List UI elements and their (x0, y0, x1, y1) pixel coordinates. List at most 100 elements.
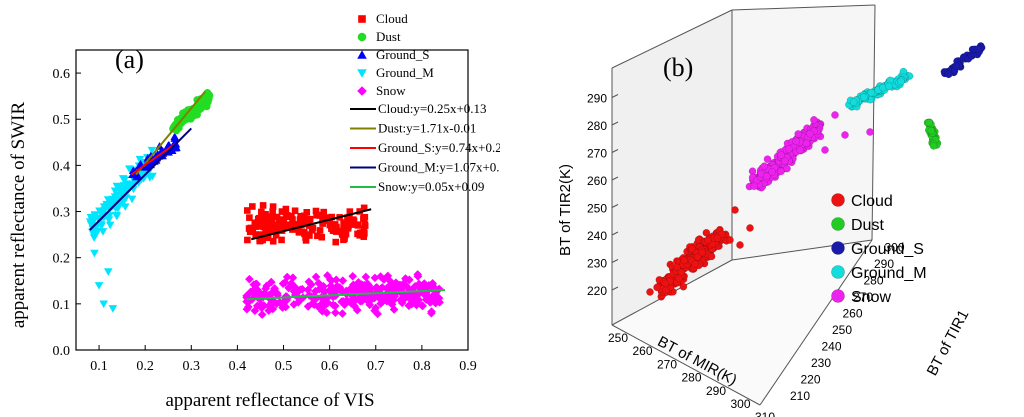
x-tick-label: 270 (657, 357, 677, 371)
data-point-snow (821, 146, 829, 154)
data-point-dust (171, 121, 180, 129)
data-point-cloud (297, 212, 304, 220)
data-point-cloud (313, 211, 320, 219)
data-point-ground_m (105, 221, 115, 230)
data-point-snow (378, 297, 387, 307)
data-point-snow (330, 301, 340, 311)
data-point-cloud (301, 230, 308, 238)
chart-b-ylabel: BT of TIR1 (924, 307, 973, 379)
data-point-cloud (731, 206, 739, 214)
data-point-cloud (653, 283, 661, 292)
data-point-dust (927, 126, 936, 135)
data-point-snow (763, 155, 772, 164)
legend-marker-cloud (358, 15, 366, 23)
data-point-snow (412, 300, 421, 310)
z-tick-mark (611, 259, 619, 263)
legend-label: Ground_S (376, 47, 429, 62)
data-point-snow (352, 305, 362, 315)
data-point-snow (414, 295, 423, 305)
data-point-cloud (314, 232, 321, 240)
data-point-cloud (346, 208, 354, 215)
legend-label: Cloud (376, 11, 408, 26)
data-point-ground_m (114, 184, 123, 192)
z-tick-label: 280 (587, 119, 607, 133)
data-point-snow (244, 302, 253, 312)
data-point-cloud (287, 221, 294, 229)
data-point-snow (768, 168, 776, 176)
data-point-cloud (679, 282, 688, 291)
legend-label: Snow (376, 83, 406, 98)
data-point-cloud (359, 229, 366, 236)
x-tick-label: 0.3 (183, 359, 201, 374)
data-point-snow (785, 145, 793, 153)
z-tick-label: 230 (587, 257, 607, 271)
data-point-snow (419, 279, 429, 288)
data-point-cloud (331, 221, 339, 228)
data-point-snow (266, 277, 276, 287)
data-point-cloud (306, 215, 314, 223)
data-point-ground_m (96, 221, 106, 229)
data-point-ground_s (171, 143, 180, 152)
data-point-cloud (736, 241, 744, 249)
legend-line-label: Cloud:y=0.25x+0.13 (378, 101, 487, 116)
x-tick-label: 280 (681, 371, 701, 385)
data-point-cloud (249, 203, 256, 210)
legend-marker-ground_m (831, 265, 845, 279)
axis-edge (759, 239, 873, 406)
data-point-snow (322, 308, 332, 317)
data-point-cloud (698, 248, 706, 257)
data-point-cloud (673, 263, 681, 272)
data-point-cloud (265, 216, 272, 223)
y-tick-label: 210 (790, 389, 810, 403)
data-point-cloud (707, 252, 716, 261)
chart-a-axes: 0.1 0.2 0.3 0.4 0.5 0.6 0.7 0.8 0.9 0.0 0.1 0.2 0.3 0… (53, 49, 477, 374)
data-point-snow (428, 279, 437, 289)
data-point-snow (255, 288, 265, 298)
data-point-ground_m (127, 195, 137, 204)
data-point-cloud (260, 212, 268, 220)
data-point-snow (258, 302, 267, 312)
data-point-snow (379, 275, 389, 284)
data-point-cloud (360, 233, 368, 240)
data-point-snow (750, 182, 758, 191)
data-point-ground_m (859, 93, 868, 102)
data-point-snow (810, 116, 818, 124)
data-point-dust (176, 115, 184, 124)
y-tick-label: 0.1 (53, 298, 71, 313)
x-tick-label: 300 (730, 397, 750, 411)
data-point-dust (929, 142, 938, 150)
y-tick-label: 0.5 (53, 113, 71, 128)
chart-a: 0.1 0.2 0.3 0.4 0.5 0.6 0.7 0.8 0.9 0.0 0.1 0.2 0.3 0… (8, 11, 500, 411)
y-tick-label: 250 (832, 323, 852, 337)
data-point-ground_m (885, 82, 893, 91)
data-point-snow (405, 275, 414, 285)
data-point-snow (777, 151, 785, 160)
data-point-ground_m (94, 282, 104, 290)
legend-line-label: Dust:y=1.71x-0.01 (378, 121, 476, 136)
data-point-ground_s (170, 132, 179, 141)
data-point-snow (387, 300, 397, 309)
x-tick-label: 0.7 (367, 359, 385, 374)
data-point-snow (311, 286, 320, 296)
data-point-snow (792, 137, 801, 146)
data-point-dust (205, 91, 214, 100)
legend-label: Dust (851, 217, 884, 234)
data-point-cloud (295, 229, 303, 236)
chart-a-fit-lines (89, 90, 445, 301)
data-point-snow (293, 287, 303, 297)
data-point-ground_m (120, 203, 130, 211)
chart-b-points (646, 42, 986, 301)
data-point-cloud (301, 212, 308, 220)
data-point-snow (289, 287, 299, 296)
data-point-snow (397, 298, 407, 308)
data-point-snow (413, 270, 422, 279)
data-point-cloud (662, 286, 670, 295)
x-tick-label: 250 (608, 331, 628, 345)
data-point-snow (289, 300, 299, 309)
data-point-snow (365, 300, 375, 310)
data-point-snow (303, 285, 313, 295)
data-point-cloud (244, 236, 251, 244)
data-point-snow (389, 295, 399, 305)
data-point-snow (802, 139, 811, 148)
data-point-snow (405, 294, 415, 304)
